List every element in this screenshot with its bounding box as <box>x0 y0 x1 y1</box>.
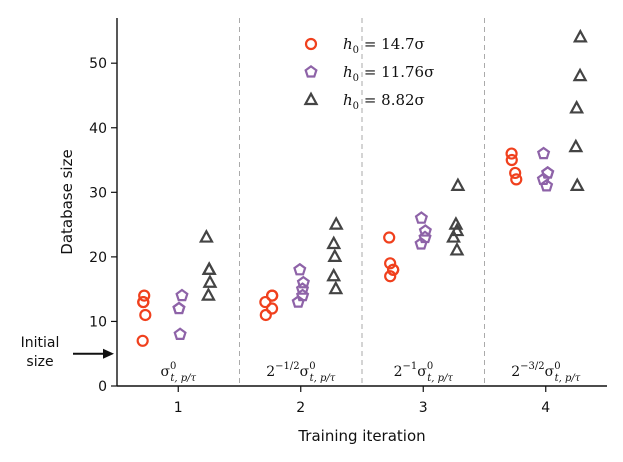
data-point <box>136 334 149 347</box>
x-tick-label: 2 <box>296 400 305 416</box>
x-tick-label: 1 <box>174 400 183 416</box>
data-point <box>265 302 279 315</box>
data-point <box>569 177 585 191</box>
data-point <box>175 288 189 302</box>
data-point <box>328 280 344 295</box>
iteration-1-sigma-label: σ0 t, p/τ <box>160 361 196 384</box>
data-point <box>137 295 150 309</box>
data-point <box>172 301 186 315</box>
data-point <box>418 224 432 237</box>
iteration-3-sigma-label: 2−1σ0 t, p/τ <box>394 361 454 384</box>
legend-marker-3 <box>303 91 319 106</box>
y-tick-label: 50 <box>89 56 107 72</box>
data-point <box>293 262 307 276</box>
data-point <box>510 173 523 186</box>
data-point <box>509 166 522 180</box>
data-point <box>536 146 551 160</box>
y-tick-label: 0 <box>98 379 107 395</box>
data-point <box>328 216 344 230</box>
annotation-arrow-head <box>103 348 114 359</box>
y-tick-label: 30 <box>89 185 107 201</box>
data-point <box>449 241 465 256</box>
initial-size-annotation: Initial size <box>21 335 114 370</box>
data-point <box>200 287 216 301</box>
series-1 <box>136 147 523 347</box>
data-point <box>539 178 554 192</box>
data-point <box>326 235 342 250</box>
data-point <box>173 327 187 340</box>
legend-label-1: h0 = 14.7σ <box>343 35 425 56</box>
data-point <box>259 308 272 322</box>
data-point <box>505 153 518 167</box>
y-tick-label: 40 <box>89 121 107 137</box>
data-point <box>450 177 466 191</box>
iteration-2-sigma-label: 2−1/2σ0 t, p/τ <box>266 361 335 384</box>
data-point <box>568 138 584 153</box>
y-axis-title: Database size <box>58 149 76 254</box>
data-point <box>384 257 397 270</box>
data-point <box>505 147 518 160</box>
legend-label-2: h0 = 11.76σ <box>343 63 434 84</box>
data-point <box>446 229 461 243</box>
data-point <box>291 295 305 308</box>
data-point <box>295 282 310 295</box>
data-point <box>572 67 588 82</box>
data-point <box>259 295 272 309</box>
data-point <box>266 289 279 302</box>
data-point <box>296 275 310 289</box>
y-tick-label: 20 <box>89 250 107 266</box>
legend: h0 = 14.7σ h0 = 11.76σ h0 = 8.82σ <box>303 35 434 112</box>
x-tick-label: 4 <box>541 400 550 416</box>
data-point <box>572 28 588 43</box>
data-point <box>414 211 428 224</box>
annotation-line1: Initial <box>21 335 60 351</box>
x-tick-label: 3 <box>419 400 428 416</box>
data-point <box>201 261 217 275</box>
data-point <box>327 248 343 263</box>
data-point <box>387 263 400 276</box>
series-3 <box>198 28 588 301</box>
data-point <box>198 229 214 243</box>
series-2 <box>172 146 555 340</box>
legend-label-3: h0 = 8.82σ <box>343 91 425 112</box>
x-axis-title: Training iteration <box>297 427 425 445</box>
y-tick-label: 10 <box>89 314 107 330</box>
data-point <box>138 289 151 302</box>
data-point <box>326 267 342 282</box>
data-point <box>449 222 465 237</box>
data-point <box>139 308 152 322</box>
iteration-4-sigma-label: 2−3/2σ0 t, p/τ <box>511 361 580 384</box>
annotation-line2: size <box>26 354 53 370</box>
data-point <box>414 237 428 250</box>
data-point <box>202 274 218 288</box>
legend-marker-1 <box>304 37 318 51</box>
legend-marker-2 <box>304 65 318 78</box>
data-point <box>383 231 396 244</box>
data-point <box>384 270 397 283</box>
data-point <box>569 99 585 114</box>
